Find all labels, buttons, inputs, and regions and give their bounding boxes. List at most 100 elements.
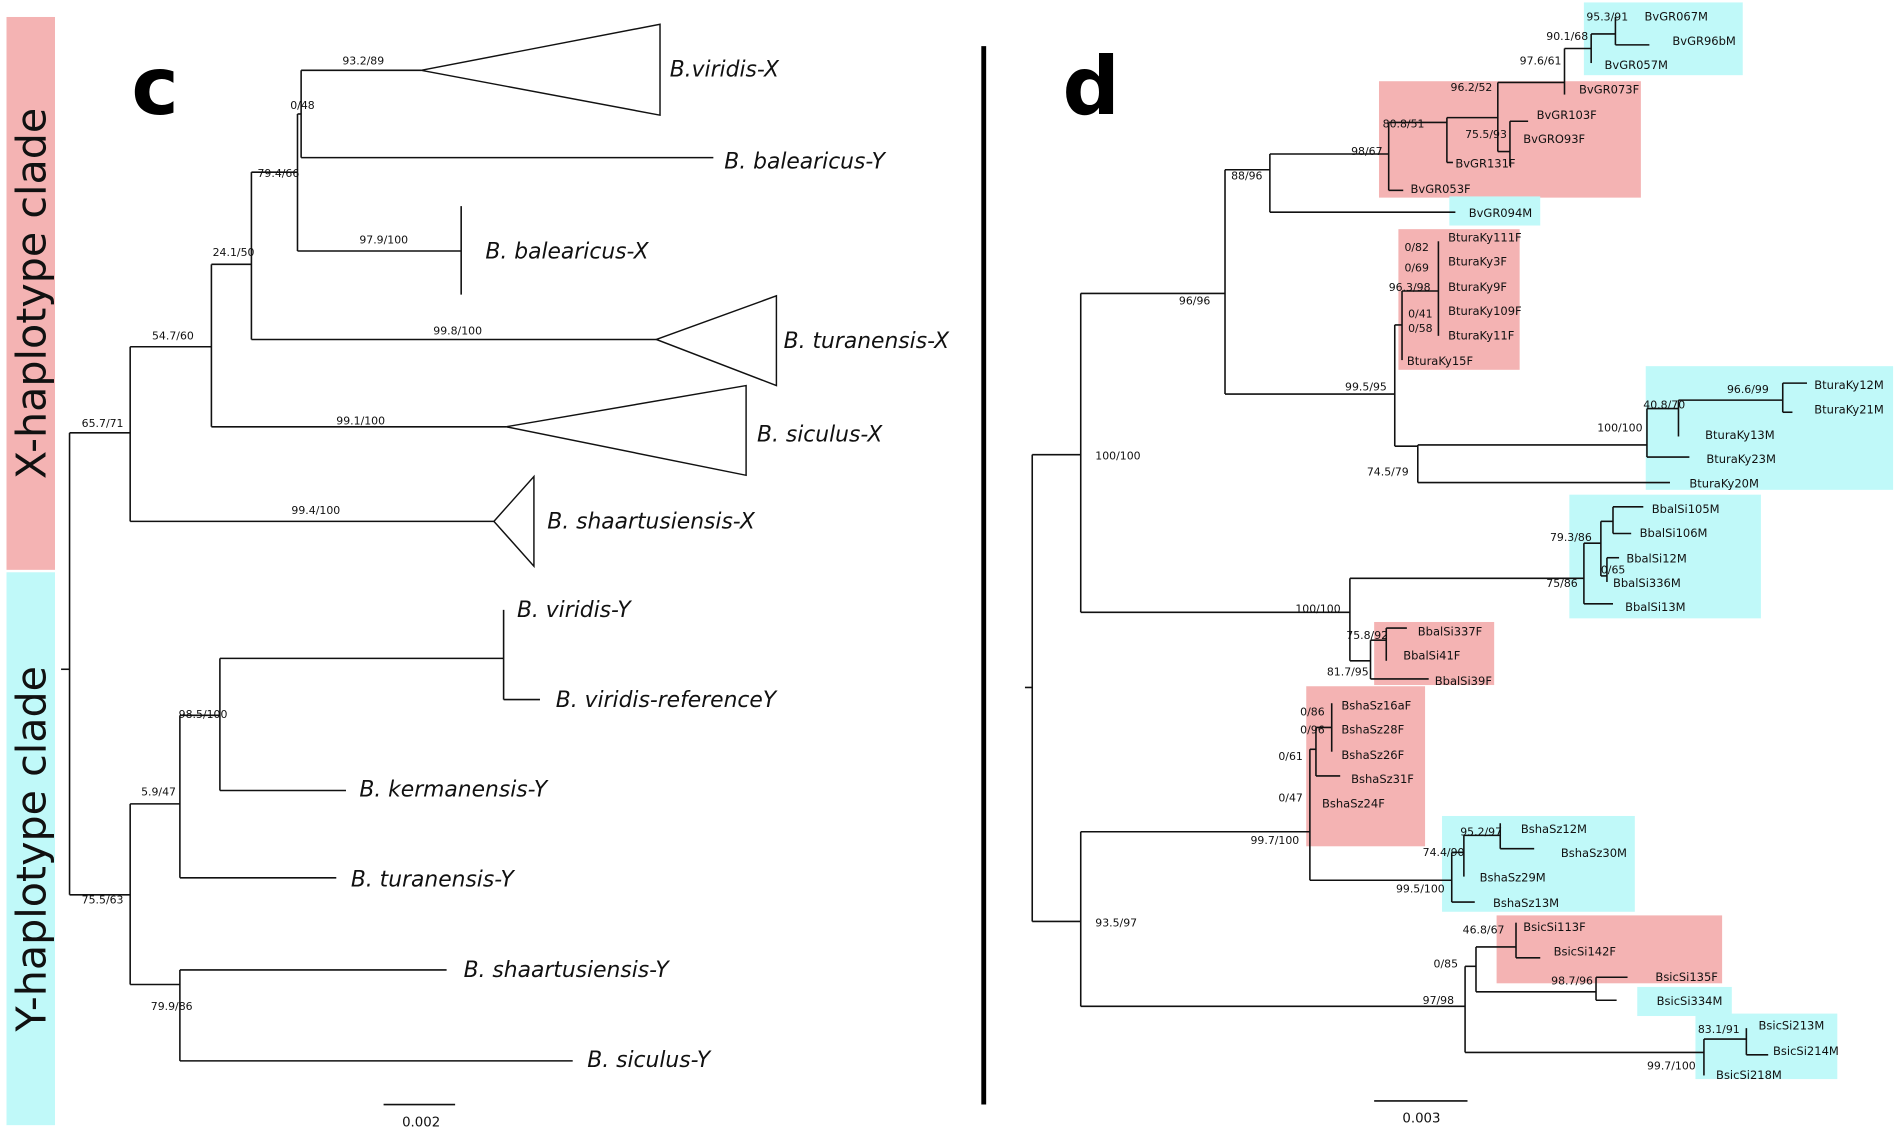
- support-value: 75.8/92: [1346, 629, 1388, 642]
- tip-label: B.viridis-X: [670, 57, 780, 82]
- support-value: 79.4/66: [257, 167, 299, 180]
- support-value: 74.4/90: [1423, 846, 1465, 859]
- support-value: 95.2/97: [1460, 825, 1502, 838]
- tip-label: BshaSz30M: [1561, 846, 1627, 860]
- tip-label: BbalSi105M: [1652, 502, 1720, 516]
- female-highlight-box: [1398, 229, 1520, 370]
- tip-label: BturaKy13M: [1705, 428, 1775, 442]
- male-highlight-box: [1449, 196, 1541, 226]
- female-highlight-box: [1496, 915, 1723, 984]
- support-value: 93.5/97: [1095, 916, 1137, 929]
- tip-label: BsicSi135F: [1655, 970, 1717, 984]
- support-value: 46.8/67: [1463, 924, 1505, 937]
- support-value: 0/58: [1408, 322, 1433, 335]
- tip-label: BshaSz24F: [1322, 796, 1385, 810]
- panel-c-letter: c: [131, 40, 178, 133]
- tip-label: BbalSi336M: [1613, 576, 1681, 590]
- tip-label: BvGR103F: [1537, 108, 1597, 122]
- collapsed-clade-triangle: [492, 474, 535, 569]
- support-value: 100/100: [1597, 422, 1642, 435]
- support-value: 0/41: [1408, 308, 1432, 321]
- support-value: 96.2/52: [1451, 81, 1493, 94]
- support-value: 96.6/99: [1727, 383, 1769, 396]
- support-value: 98/67: [1351, 145, 1382, 158]
- support-value: 65.7/71: [82, 417, 124, 430]
- tip-label: BsicSi213M: [1758, 1018, 1824, 1032]
- collapsed-clade-triangle: [421, 23, 661, 117]
- tip-label: BvGR057M: [1605, 58, 1668, 72]
- female-highlight-box: [1306, 686, 1426, 847]
- tip-label: BshaSz28F: [1341, 723, 1404, 737]
- support-value: 98.5/100: [179, 708, 228, 721]
- tip-label: BturaKy11F: [1448, 328, 1514, 342]
- tip-label: BvGR094M: [1469, 206, 1532, 220]
- tip-label: BturaKy9F: [1448, 280, 1507, 294]
- support-value: 0/48: [290, 99, 315, 112]
- tip-label: BshaSz31F: [1351, 772, 1414, 786]
- support-value: 79.3/86: [1550, 531, 1592, 544]
- y-clade-band: [6, 572, 56, 1126]
- support-value: 99.4/100: [291, 504, 340, 517]
- support-value: 99.8/100: [433, 325, 482, 338]
- support-value: 75/86: [1546, 577, 1577, 590]
- tip-label: B. siculus-X: [757, 422, 883, 447]
- tip-label: BbalSi39F: [1435, 674, 1492, 688]
- support-value: 0/85: [1434, 958, 1459, 971]
- tip-label: B. balearicus-X: [485, 239, 649, 264]
- tip-label: BturaKy3F: [1448, 255, 1507, 269]
- support-value: 5.9/47: [141, 785, 176, 798]
- tip-label: BturaKy23M: [1706, 452, 1776, 466]
- tip-label: BshaSz12M: [1521, 822, 1587, 836]
- tip-label: BvGR073F: [1579, 82, 1639, 96]
- tip-label: BbalSi337F: [1418, 624, 1483, 638]
- support-value: 98.7/96: [1551, 975, 1593, 988]
- collapsed-clade-triangle: [505, 384, 747, 477]
- x-clade-band: [6, 16, 56, 570]
- support-value: 93.2/89: [342, 54, 384, 67]
- support-value: 0/86: [1300, 705, 1325, 718]
- support-value: 96.3/98: [1389, 281, 1431, 294]
- collapsed-clade-triangle: [654, 294, 778, 387]
- support-value: 40.8/70: [1643, 399, 1685, 412]
- support-value: 100/100: [1295, 602, 1340, 615]
- tip-label: BvGR067M: [1645, 10, 1708, 24]
- scale-label-c: 0.002: [402, 1115, 440, 1130]
- tip-label: BbalSi13M: [1625, 600, 1685, 614]
- tip-label: BsicSi218M: [1716, 1068, 1782, 1082]
- support-value: 99.7/100: [1647, 1059, 1696, 1072]
- support-value: 95.3/91: [1586, 11, 1628, 24]
- support-value: 99.7/100: [1250, 834, 1299, 847]
- support-value: 88/96: [1231, 169, 1262, 182]
- tip-label: BvGR053F: [1411, 182, 1471, 196]
- male-highlight-box: [1645, 366, 1894, 490]
- tip-label: BsicSi214M: [1773, 1044, 1839, 1058]
- support-value: 97/98: [1423, 994, 1454, 1007]
- male-highlight-box: [1637, 986, 1732, 1017]
- tip-label: BvGRO93F: [1523, 132, 1585, 146]
- tip-label: BturaKy21M: [1814, 402, 1884, 416]
- tip-label: BshaSz16aF: [1341, 698, 1411, 712]
- tip-label: BshaSz13M: [1493, 896, 1559, 910]
- support-value: 75.5/93: [1465, 128, 1507, 141]
- support-value: 0/69: [1404, 262, 1429, 275]
- support-value: 74.5/79: [1367, 465, 1409, 478]
- x-clade-label: X-haplotype clade: [7, 108, 55, 479]
- support-value: 24.1/50: [213, 246, 255, 259]
- tip-label: BturaKy20M: [1689, 476, 1759, 490]
- support-value: 80.8/51: [1383, 117, 1425, 130]
- support-value: 83.1/91: [1698, 1023, 1740, 1036]
- support-value: 90.1/68: [1546, 30, 1588, 43]
- support-value: 75.5/63: [82, 893, 124, 906]
- tip-label: BsicSi334M: [1657, 994, 1723, 1008]
- tip-label: B. turanensis-X: [784, 329, 950, 354]
- tip-label: BsicSi142F: [1554, 944, 1616, 958]
- tip-label: B. kermanensis-Y: [359, 778, 549, 803]
- tip-label: B. viridis-referenceY: [556, 688, 778, 713]
- tip-label: BvGR131F: [1455, 156, 1515, 170]
- support-value: 97.6/61: [1520, 54, 1562, 67]
- support-value: 0/96: [1300, 724, 1325, 737]
- support-value: 0/61: [1278, 750, 1303, 763]
- tip-label: BturaKy111F: [1448, 230, 1522, 244]
- tip-label: B. shaartusiensis-Y: [464, 958, 671, 983]
